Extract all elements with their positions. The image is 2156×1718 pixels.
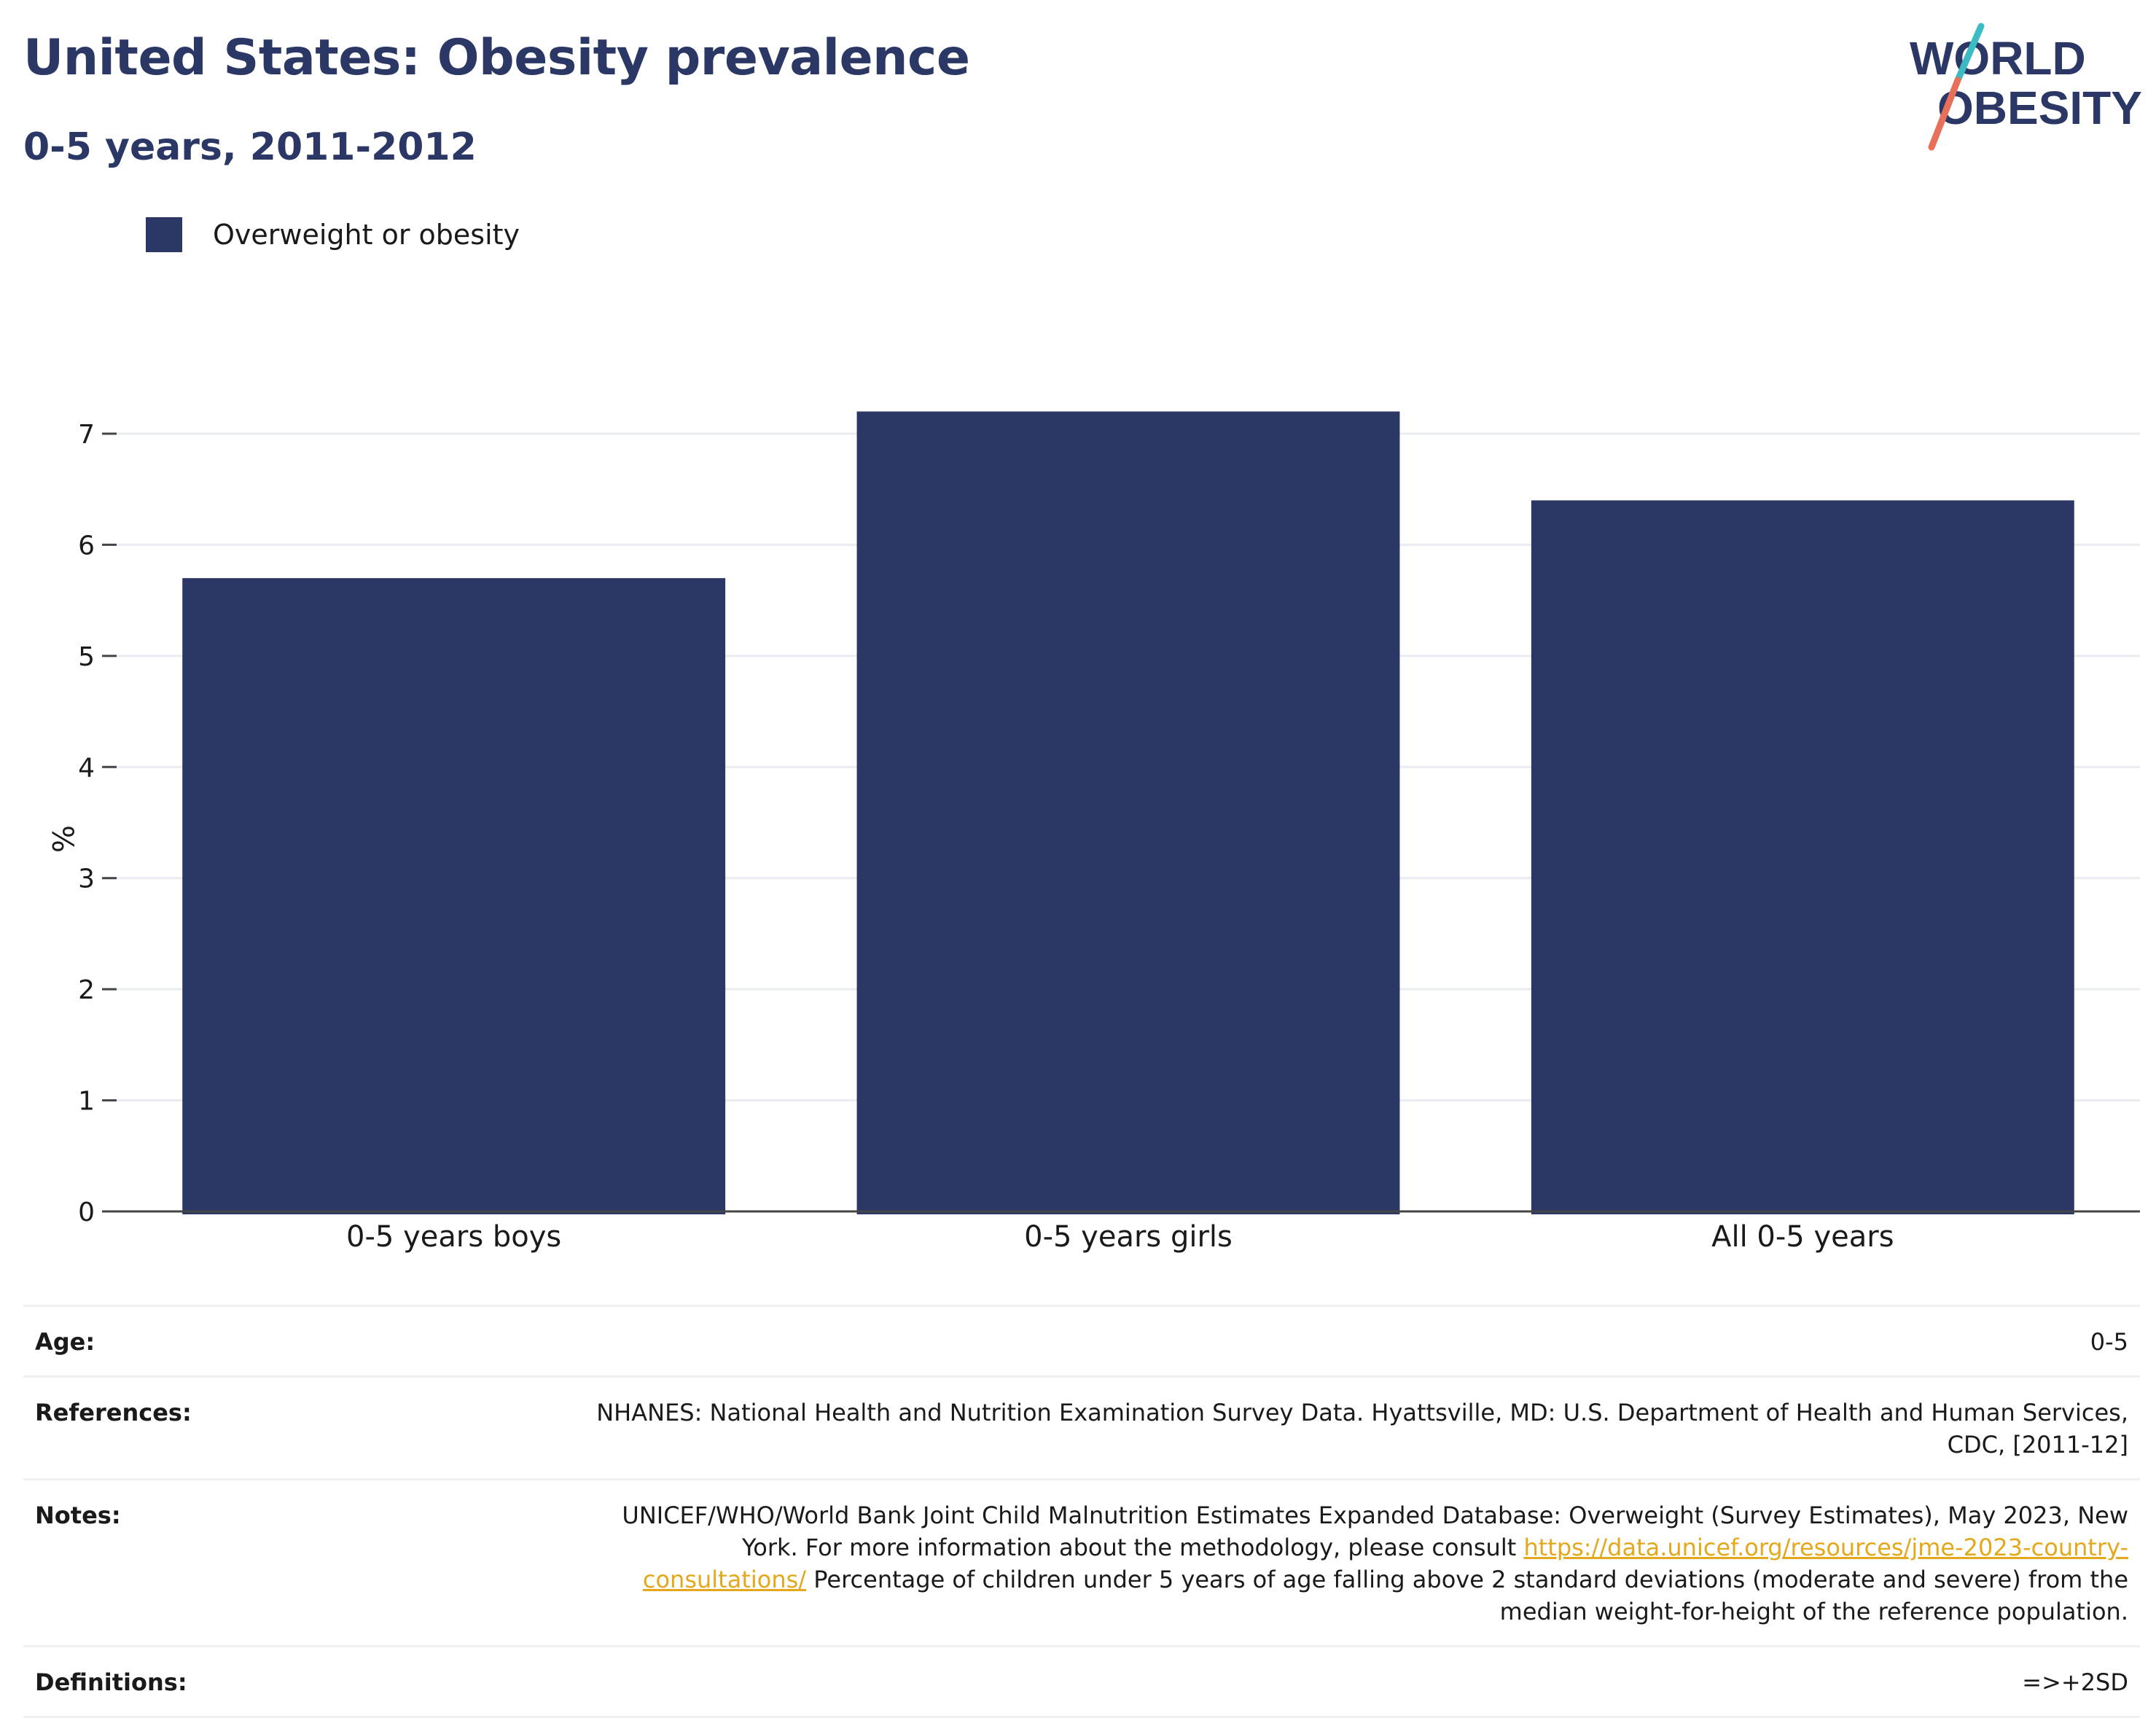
metadata-table: Age: 0-5 References: NHANES: National He… xyxy=(23,1305,2140,1718)
y-tick-label: 5 xyxy=(78,642,95,672)
meta-value-notes: UNICEF/WHO/World Bank Joint Child Malnut… xyxy=(583,1499,2128,1628)
bar xyxy=(182,578,726,1214)
bar xyxy=(856,411,1400,1214)
logo-line1: WORLD xyxy=(1910,32,2086,85)
y-tick-label: 0 xyxy=(78,1198,95,1227)
world-obesity-logo: WORLD OBESITY xyxy=(1910,23,2142,151)
notes-text-before: UNICEF/WHO/World Bank Joint Child Malnut… xyxy=(622,1502,2128,1561)
meta-row-notes: Notes: UNICEF/WHO/World Bank Joint Child… xyxy=(23,1478,2140,1645)
page-title: United States: Obesity prevalence xyxy=(23,29,970,87)
chart-legend: Overweight or obesity xyxy=(146,217,520,252)
y-tick-label: 3 xyxy=(78,864,95,894)
page-subtitle: 0-5 years, 2011-2012 xyxy=(23,125,477,169)
meta-value-definitions: =>+2SD xyxy=(2022,1668,2128,1696)
meta-key-definitions: Definitions: xyxy=(35,1668,187,1696)
meta-key-notes: Notes: xyxy=(35,1502,121,1529)
meta-key-age: Age: xyxy=(35,1328,95,1356)
meta-value-references: NHANES: National Health and Nutrition Ex… xyxy=(596,1399,2128,1459)
y-tick-label: 7 xyxy=(78,420,95,450)
x-tick-label: 0-5 years girls xyxy=(1024,1220,1233,1254)
y-tick-label: 1 xyxy=(78,1087,95,1117)
bar-chart: 0 1 2 3 4 5 6 7% 0-5 years boys 0-5 years girls Al… xyxy=(45,411,2140,1254)
methodology-link[interactable]: https://data.unicef.org/resources/jme-20… xyxy=(642,1534,2128,1593)
bar xyxy=(1531,500,2074,1214)
y-tick-label: 2 xyxy=(78,975,95,1005)
notes-text-after: Percentage of children under 5 years of … xyxy=(806,1566,2128,1625)
y-axis-label: % xyxy=(45,825,79,853)
legend-swatch xyxy=(146,217,182,252)
meta-row-references: References: NHANES: National Health and … xyxy=(23,1375,2140,1478)
meta-row-definitions: Definitions: =>+2SD xyxy=(23,1645,2140,1718)
x-tick-label: 0-5 years boys xyxy=(346,1220,561,1254)
y-tick-label: 6 xyxy=(78,531,95,561)
logo-line2: OBESITY xyxy=(1937,82,2142,134)
legend-label: Overweight or obesity xyxy=(213,219,520,251)
meta-key-references: References: xyxy=(35,1399,192,1426)
x-tick-label: All 0-5 years xyxy=(1711,1220,1894,1254)
meta-row-age: Age: 0-5 xyxy=(23,1305,2140,1375)
meta-value-age: 0-5 xyxy=(2090,1328,2128,1356)
y-tick-label: 4 xyxy=(78,753,95,783)
